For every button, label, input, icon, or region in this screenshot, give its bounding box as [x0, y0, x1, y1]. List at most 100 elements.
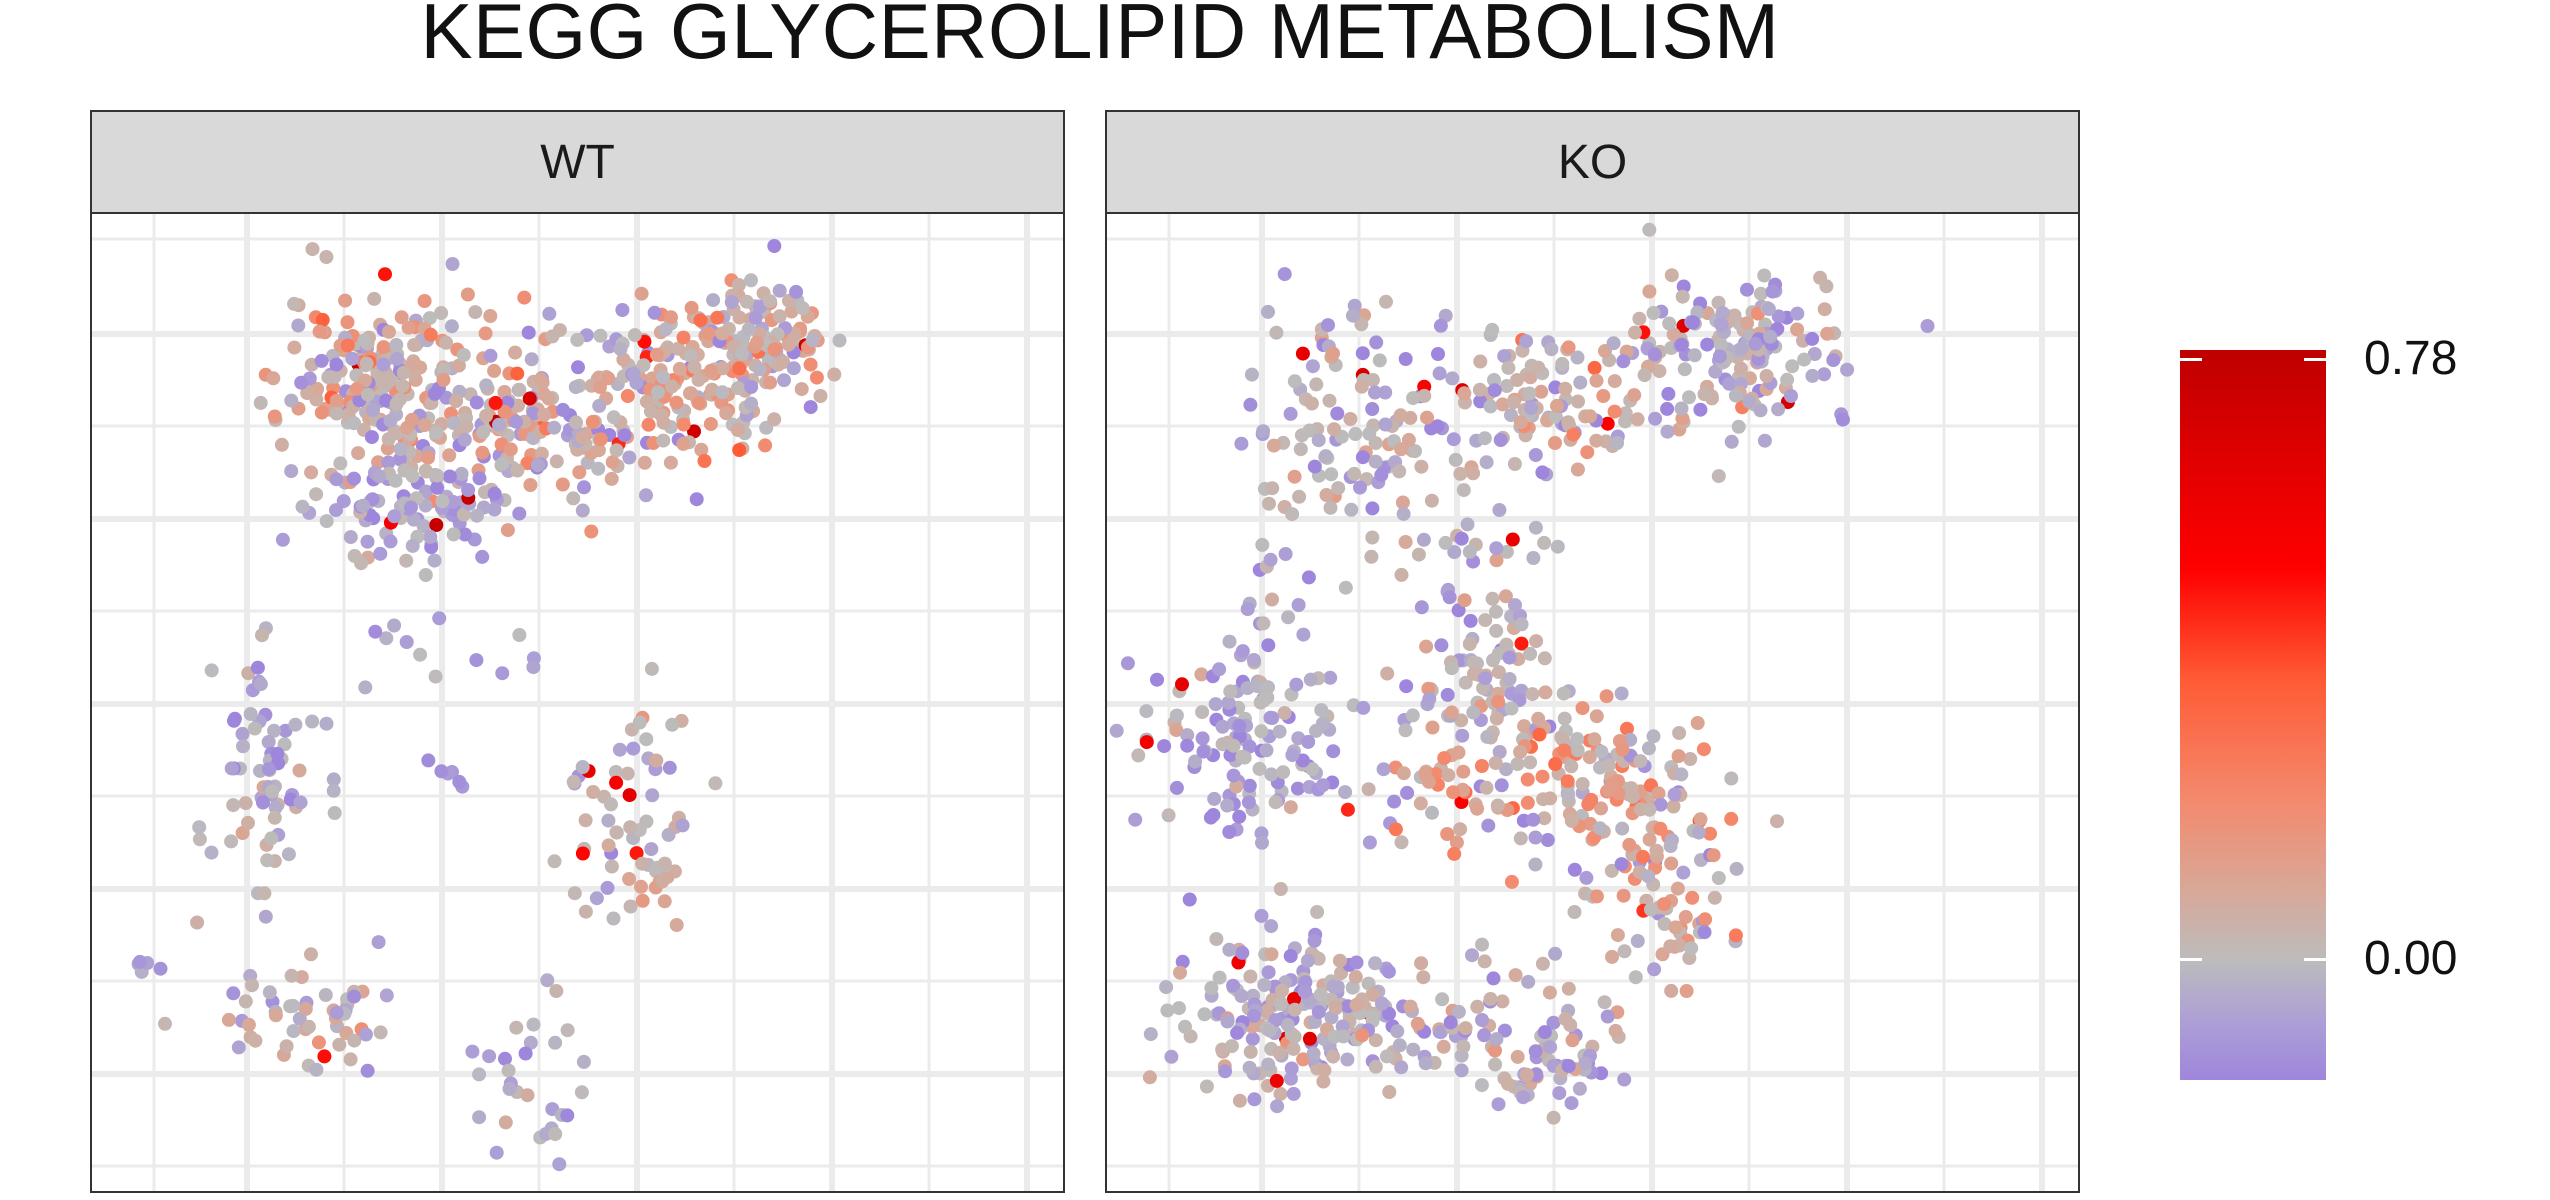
data-point: [1474, 759, 1489, 773]
data-point: [1523, 646, 1538, 661]
data-point: [600, 880, 615, 895]
data-point: [314, 405, 329, 420]
data-point: [650, 385, 665, 400]
data-point: [1247, 1092, 1262, 1107]
data-point: [1647, 962, 1662, 977]
data-point: [226, 798, 241, 813]
legend-tick-max-left: [2180, 358, 2202, 361]
data-point: [1566, 427, 1581, 442]
data-point: [568, 380, 583, 395]
data-point: [604, 797, 618, 812]
data-point: [1287, 374, 1302, 389]
data-point: [387, 509, 402, 524]
data-point: [279, 1039, 294, 1054]
data-point: [1318, 449, 1333, 464]
data-point: [719, 406, 734, 421]
data-point: [1473, 354, 1488, 369]
data-point: [1232, 718, 1247, 733]
data-point: [1493, 433, 1508, 447]
data-point: [676, 330, 691, 345]
data-point: [1513, 745, 1528, 759]
data-point: [319, 514, 334, 529]
data-point: [1548, 436, 1562, 450]
data-point: [604, 471, 619, 486]
data-point: [1374, 996, 1389, 1011]
data-point: [1567, 905, 1582, 919]
data-point: [1771, 309, 1786, 324]
data-point: [803, 400, 818, 415]
data-point: [1564, 1096, 1579, 1111]
data-point: [1207, 791, 1222, 806]
data-point: [1466, 655, 1481, 670]
data-point: [1394, 567, 1409, 582]
data-point: [158, 1016, 172, 1031]
data-point: [1596, 389, 1611, 403]
data-point: [243, 707, 258, 721]
data-point: [1396, 506, 1411, 521]
data-point: [1278, 547, 1293, 561]
data-point: [368, 624, 383, 639]
data-point: [1265, 481, 1280, 496]
data-point: [1195, 731, 1210, 746]
data-point: [1546, 1015, 1561, 1030]
data-point: [641, 417, 656, 432]
data-point: [389, 397, 404, 411]
data-point: [1309, 377, 1324, 392]
data-point: [1353, 480, 1367, 495]
data-point: [287, 296, 302, 311]
data-point: [238, 796, 253, 811]
data-point: [518, 1046, 533, 1061]
data-point: [379, 631, 394, 646]
data-point: [373, 1025, 388, 1040]
facet-label-wt: WT: [540, 135, 615, 189]
data-point: [1226, 738, 1241, 753]
data-point: [260, 853, 275, 868]
data-point: [1534, 384, 1549, 399]
data-point: [1504, 408, 1518, 423]
data-point: [1620, 721, 1634, 736]
facet-strip-ko: KO: [1105, 110, 2080, 214]
data-point: [1508, 968, 1523, 983]
data-point: [1368, 1059, 1383, 1074]
data-point: [404, 412, 419, 427]
data-point: [434, 306, 449, 320]
data-point: [1425, 805, 1439, 820]
data-point: [405, 538, 420, 553]
data-point: [772, 309, 787, 324]
data-point: [1707, 890, 1722, 905]
data-point: [413, 647, 428, 662]
data-point: [1212, 662, 1227, 677]
data-point: [1297, 984, 1312, 999]
data-point: [1307, 459, 1322, 474]
data-point: [1257, 978, 1272, 992]
data-point: [1256, 616, 1271, 631]
data-point: [1472, 382, 1487, 397]
data-point: [256, 795, 270, 810]
data-point: [569, 415, 583, 430]
data-point: [661, 827, 676, 842]
data-point: [809, 370, 824, 385]
data-point: [1711, 871, 1726, 885]
data-point: [1414, 600, 1429, 615]
data-point: [1263, 710, 1278, 725]
data-point: [472, 471, 487, 486]
data-point: [192, 832, 207, 847]
data-point: [1676, 279, 1691, 294]
data-point: [1521, 974, 1536, 989]
data-point: [1763, 329, 1778, 344]
data-point: [294, 970, 309, 985]
data-point: [434, 764, 449, 779]
data-point: [601, 838, 616, 853]
data-point: [1616, 888, 1631, 903]
data-point: [270, 746, 285, 761]
data-point: [1451, 603, 1466, 618]
data-point: [1454, 713, 1469, 728]
data-point: [1487, 383, 1502, 398]
data-point: [665, 717, 680, 732]
data-point: [1460, 517, 1475, 532]
data-point: [1780, 372, 1795, 387]
data-point: [1294, 428, 1309, 443]
data-point: [1406, 1042, 1421, 1057]
data-point: [1920, 319, 1935, 333]
data-point: [479, 378, 494, 393]
